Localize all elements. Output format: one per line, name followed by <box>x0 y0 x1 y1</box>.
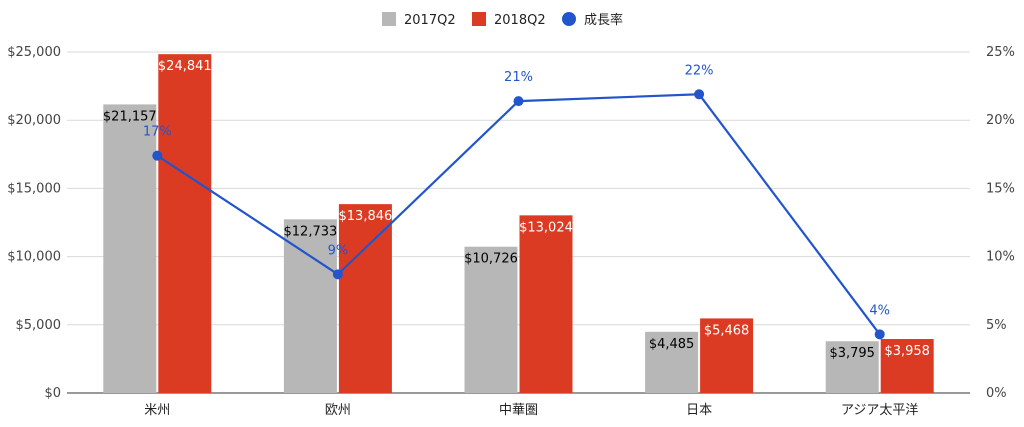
bar-value-label: $13,024 <box>519 220 573 235</box>
bar-2018Q2 <box>158 54 212 393</box>
growth-rate-point <box>513 96 524 107</box>
bar-value-label: $3,958 <box>884 344 930 359</box>
legend: 2017Q2 2018Q2 成長率 <box>382 12 623 28</box>
left-tick-label: $5,000 <box>16 318 62 333</box>
bar-value-label: $12,733 <box>284 224 338 239</box>
growth-rate-point <box>152 150 163 161</box>
bar-value-label: $3,795 <box>829 346 875 361</box>
legend-label: 2017Q2 <box>404 13 456 28</box>
growth-rate-label: 22% <box>685 63 714 78</box>
right-tick-label: 25% <box>986 45 1015 60</box>
bar-value-label: $24,841 <box>158 59 212 74</box>
growth-rate-label: 21% <box>504 70 533 85</box>
category-label: 中華圏 <box>499 403 538 418</box>
bar-value-label: $21,157 <box>103 109 157 124</box>
legend-label: 成長率 <box>584 12 623 28</box>
legend-swatch-2017Q2 <box>382 12 396 26</box>
legend-swatch-成長率 <box>562 12 576 26</box>
category-label: 米州 <box>144 403 170 418</box>
category-label: アジア太平洋 <box>841 403 918 418</box>
left-tick-label: $10,000 <box>7 250 61 265</box>
growth-rate-point <box>874 329 885 340</box>
right-tick-label: 10% <box>986 250 1015 265</box>
legend-swatch-2018Q2 <box>472 12 486 26</box>
gridlines <box>67 51 970 394</box>
growth-rate-label: 9% <box>328 243 349 258</box>
bar-2017Q2 <box>645 331 699 393</box>
category-label: 日本 <box>686 403 712 418</box>
bar-2017Q2 <box>825 341 879 393</box>
bar-value-label: $5,468 <box>704 323 750 338</box>
growth-rate-point <box>694 89 705 100</box>
category-labels: 米州 欧州 中華圏 日本 アジア太平洋 <box>144 403 918 418</box>
left-tick-label: $25,000 <box>7 45 61 60</box>
right-tick-label: 20% <box>986 113 1015 128</box>
bar-2018Q2 <box>338 204 392 393</box>
growth-rate-line <box>156 93 881 336</box>
growth-rate-label: 4% <box>869 303 890 318</box>
bar-2018Q2 <box>700 318 754 393</box>
left-axis: $0 $5,000 $10,000 $15,000 $20,000 $25,000 <box>7 45 61 401</box>
bar-2018Q2 <box>880 339 934 393</box>
right-axis: 0% 5% 10% 15% 20% 25% <box>986 45 1015 401</box>
bar-2018Q2 <box>519 215 573 393</box>
bar-value-label: $13,846 <box>339 209 393 224</box>
growth-line <box>152 89 885 340</box>
bar-value-label: $10,726 <box>464 252 518 267</box>
left-tick-label: $0 <box>44 386 61 401</box>
bar-value-label: $4,485 <box>649 337 695 352</box>
growth-rate-point <box>332 269 343 280</box>
legend-label: 2018Q2 <box>494 13 546 28</box>
growth-rate-label: 17% <box>143 125 172 140</box>
left-tick-label: $20,000 <box>7 113 61 128</box>
bar-2017Q2 <box>103 104 157 393</box>
category-label: 欧州 <box>325 403 351 418</box>
bar-2017Q2 <box>464 246 518 393</box>
data-labels: $21,157 $12,733 $10,726 $4,485 $3,795 $24,841… <box>103 59 930 361</box>
right-tick-label: 0% <box>986 386 1007 401</box>
bar-2017Q2 <box>283 219 337 393</box>
left-tick-label: $15,000 <box>7 181 61 196</box>
bars <box>103 54 934 393</box>
right-tick-label: 15% <box>986 181 1015 196</box>
right-tick-label: 5% <box>986 318 1007 333</box>
